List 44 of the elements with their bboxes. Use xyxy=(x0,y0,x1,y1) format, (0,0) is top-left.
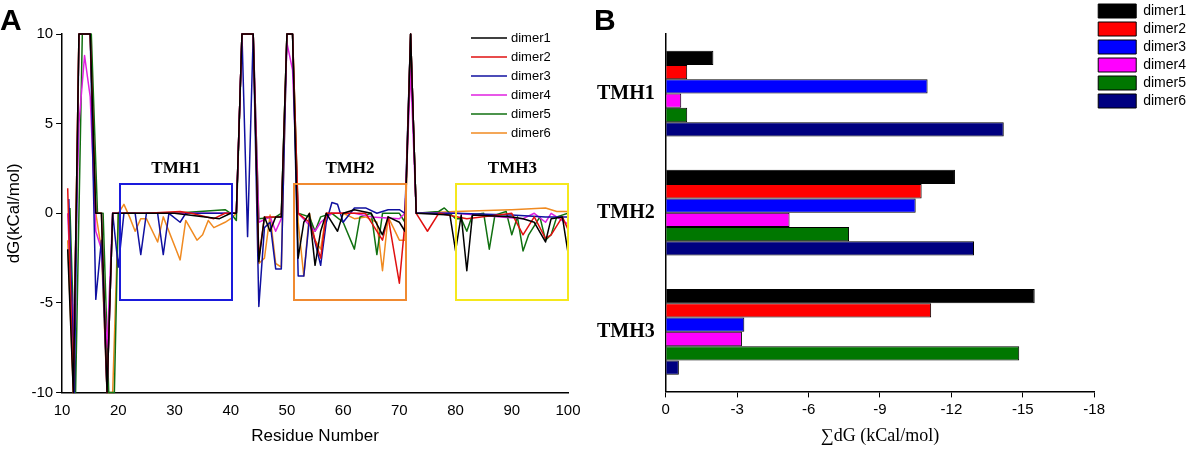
y-axis-title: dG(kCal/mol) xyxy=(3,163,23,264)
x-tick-label: 40 xyxy=(222,400,240,418)
annotation: TMH1 xyxy=(151,157,201,177)
y-tick-label: 10 xyxy=(36,24,54,42)
x-axis-title: Residue Number xyxy=(251,426,380,446)
legend-label: dimer2 xyxy=(1143,19,1187,36)
y-tick-label: TMH3 xyxy=(596,319,655,342)
y-tick-label: 0 xyxy=(44,203,54,221)
x-tick-label: 70 xyxy=(391,400,408,418)
x-axis-title: ∑dG (kCal/mol) xyxy=(820,424,940,446)
annotation: TMH2 xyxy=(325,157,375,177)
x-tick-label: 50 xyxy=(278,400,296,418)
x-tick-label: 20 xyxy=(109,400,127,418)
legend-label: dimer1 xyxy=(1143,1,1187,18)
legend-label: dimer4 xyxy=(1143,55,1187,72)
legend-label: dimer1 xyxy=(511,29,551,45)
x-tick-label: -12 xyxy=(940,399,963,417)
legend-label: dimer2 xyxy=(511,48,551,64)
legend-label: dimer6 xyxy=(1143,91,1187,108)
x-tick-label: -18 xyxy=(1083,399,1106,417)
x-tick-label: -6 xyxy=(801,399,816,417)
legend-label: dimer3 xyxy=(511,67,551,83)
annotation: TMH3 xyxy=(487,157,537,177)
legend-label: dimer6 xyxy=(511,124,551,140)
x-tick-label: -9 xyxy=(873,399,887,417)
legend-label: dimer5 xyxy=(511,105,551,121)
chart-title: B xyxy=(594,3,616,37)
chart-title: A xyxy=(0,3,22,37)
x-tick-label: 100 xyxy=(555,400,581,418)
legend-label: dimer4 xyxy=(511,86,551,102)
x-tick-label: 60 xyxy=(334,400,352,418)
y-tick-label: -5 xyxy=(39,293,54,311)
x-tick-label: 90 xyxy=(503,400,521,418)
y-tick-label: TMH1 xyxy=(596,80,655,103)
y-tick-label: -10 xyxy=(31,382,54,400)
x-tick-label: -3 xyxy=(730,399,744,417)
legend-label: dimer3 xyxy=(1143,37,1187,54)
x-tick-label: 0 xyxy=(661,399,670,417)
x-tick-label: 80 xyxy=(447,400,464,418)
x-tick-label: 30 xyxy=(166,400,183,418)
legend-label: dimer5 xyxy=(1143,73,1187,90)
y-tick-label: 5 xyxy=(44,113,54,131)
x-tick-label: -15 xyxy=(1011,399,1034,417)
y-tick-label: TMH2 xyxy=(596,199,655,222)
